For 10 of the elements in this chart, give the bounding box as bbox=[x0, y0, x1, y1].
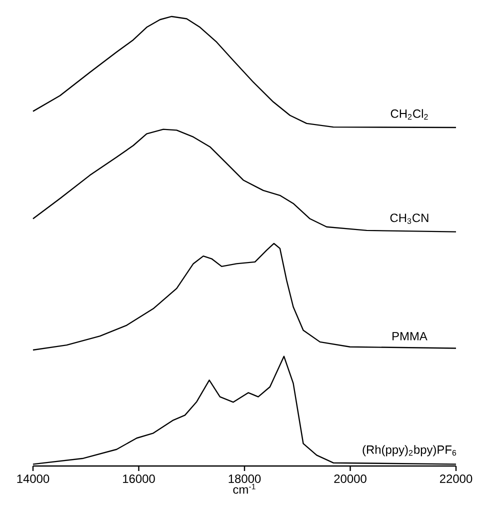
series-label: CH$_{2}$Cl$_{2}$ bbox=[390, 109, 428, 120]
x-tick-label: 16000 bbox=[123, 474, 155, 483]
x-axis-title: cm$^{-1}$ bbox=[233, 484, 256, 494]
series-label: CH$_{3}$CN bbox=[390, 214, 428, 224]
x-tick-label: 18000 bbox=[228, 474, 261, 483]
x-tick-label: 22000 bbox=[440, 474, 472, 483]
series-label: PMMA bbox=[392, 332, 428, 340]
x-tick-label: 20000 bbox=[334, 474, 366, 483]
x-tick-label: 14000 bbox=[17, 474, 50, 483]
series-label: (Rh(ppy)$_{2}$bpy)PF$_{6}$ bbox=[362, 445, 456, 456]
